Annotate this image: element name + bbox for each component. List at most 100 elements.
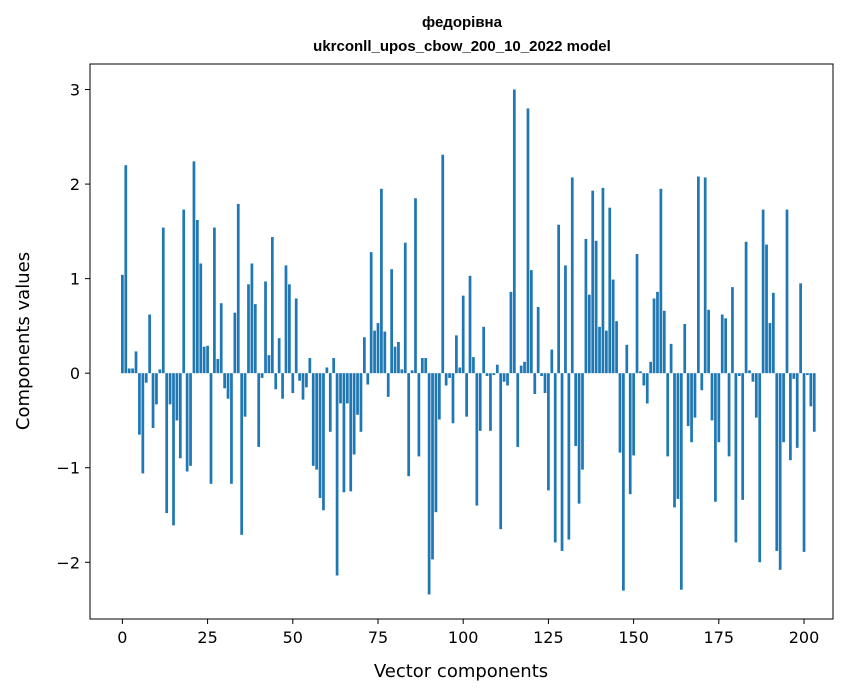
bar-component-15 (172, 373, 175, 526)
y-tick-label: 3 (70, 81, 80, 100)
bar-component-155 (649, 361, 653, 374)
bar-component-75 (376, 323, 380, 374)
bar-component-66 (345, 373, 349, 404)
bar-component-9 (151, 373, 155, 429)
bar-component-152 (639, 371, 642, 374)
bar-component-203 (812, 373, 816, 432)
bar-component-199 (799, 283, 802, 374)
y-axis-label: Components values (13, 252, 34, 430)
bar-component-72 (366, 373, 370, 385)
chart-title-line-2: ukrconll_upos_cbow_200_10_2022 model (313, 38, 611, 55)
bar-component-99 (458, 367, 462, 374)
bar-component-4 (134, 351, 138, 374)
bar-component-156 (652, 298, 656, 374)
bar-component-116 (516, 373, 520, 447)
bar-component-23 (199, 263, 203, 374)
bar-component-159 (662, 310, 666, 374)
plot-frame (89, 63, 834, 620)
bar-component-137 (587, 294, 591, 374)
bar-component-80 (393, 346, 397, 374)
bar-component-165 (683, 324, 687, 374)
bar-component-179 (731, 287, 734, 374)
bar-component-188 (761, 209, 765, 374)
bar-component-125 (547, 373, 550, 491)
bar-component-71 (363, 337, 366, 374)
bar-component-191 (771, 292, 775, 374)
bar-component-70 (359, 373, 363, 432)
bar-component-169 (697, 176, 700, 374)
bar-component-193 (778, 373, 782, 570)
bar-component-25 (206, 345, 209, 374)
bar-component-3 (131, 368, 134, 374)
bar-component-46 (277, 338, 281, 374)
bar-component-26 (209, 373, 213, 484)
bar-component-97 (451, 373, 455, 424)
bar-component-0 (121, 274, 124, 374)
bar-component-73 (369, 252, 373, 374)
bar-component-186 (754, 373, 758, 418)
bar-component-94 (441, 154, 445, 374)
bar-component-133 (574, 373, 578, 446)
bar-component-24 (202, 346, 206, 374)
bar-component-13 (165, 373, 169, 514)
bar-component-85 (410, 370, 414, 374)
bar-component-61 (328, 373, 332, 432)
bar-component-184 (748, 370, 751, 374)
bar-component-18 (182, 209, 186, 374)
bar-component-109 (492, 373, 496, 376)
bar-component-183 (744, 241, 748, 374)
bar-component-8 (148, 314, 152, 374)
bar-component-185 (751, 373, 755, 382)
bar-component-56 (311, 373, 315, 466)
bar-component-197 (792, 373, 796, 379)
bar-component-166 (686, 373, 690, 427)
bar-component-139 (594, 240, 598, 374)
bar-component-192 (775, 373, 779, 551)
bar-component-143 (608, 207, 612, 374)
bar-component-5 (138, 373, 141, 435)
bar-component-176 (720, 314, 724, 374)
bar-component-91 (431, 373, 434, 560)
x-tick-label: 25 (197, 628, 217, 647)
bar-component-120 (530, 270, 533, 374)
bar-component-144 (611, 279, 615, 374)
bar-component-177 (724, 318, 728, 374)
bar-component-106 (482, 326, 486, 374)
bar-component-189 (765, 244, 768, 374)
bar-component-117 (519, 365, 523, 374)
bar-component-145 (615, 321, 618, 374)
bar-component-151 (635, 254, 639, 374)
bar-component-90 (427, 373, 431, 595)
bar-series (121, 89, 816, 595)
bar-component-196 (789, 373, 792, 461)
bar-component-146 (618, 373, 622, 453)
bar-component-123 (540, 373, 543, 377)
bar-component-129 (560, 373, 564, 551)
bar-component-39 (253, 304, 257, 374)
bar-component-190 (768, 323, 772, 374)
bar-component-50 (291, 373, 295, 394)
bar-component-42 (264, 281, 267, 374)
bar-component-181 (737, 373, 741, 377)
bar-component-157 (656, 291, 659, 374)
bar-component-118 (523, 361, 526, 374)
bar-component-148 (625, 344, 629, 374)
bar-component-17 (178, 373, 182, 459)
bar-component-88 (420, 358, 424, 374)
bar-component-182 (741, 373, 745, 500)
bar-component-64 (339, 373, 342, 404)
bar-component-76 (380, 188, 383, 374)
bar-component-32 (230, 373, 233, 484)
bar-component-119 (526, 108, 530, 374)
bar-component-7 (144, 373, 148, 383)
bar-component-136 (584, 238, 588, 374)
bar-component-98 (455, 335, 458, 374)
y-tick-label: −2 (56, 553, 80, 572)
bar-component-126 (550, 349, 554, 374)
bar-component-160 (666, 373, 670, 457)
y-tick-label: −1 (56, 459, 80, 478)
bar-component-33 (233, 312, 237, 374)
bar-component-168 (693, 373, 697, 418)
